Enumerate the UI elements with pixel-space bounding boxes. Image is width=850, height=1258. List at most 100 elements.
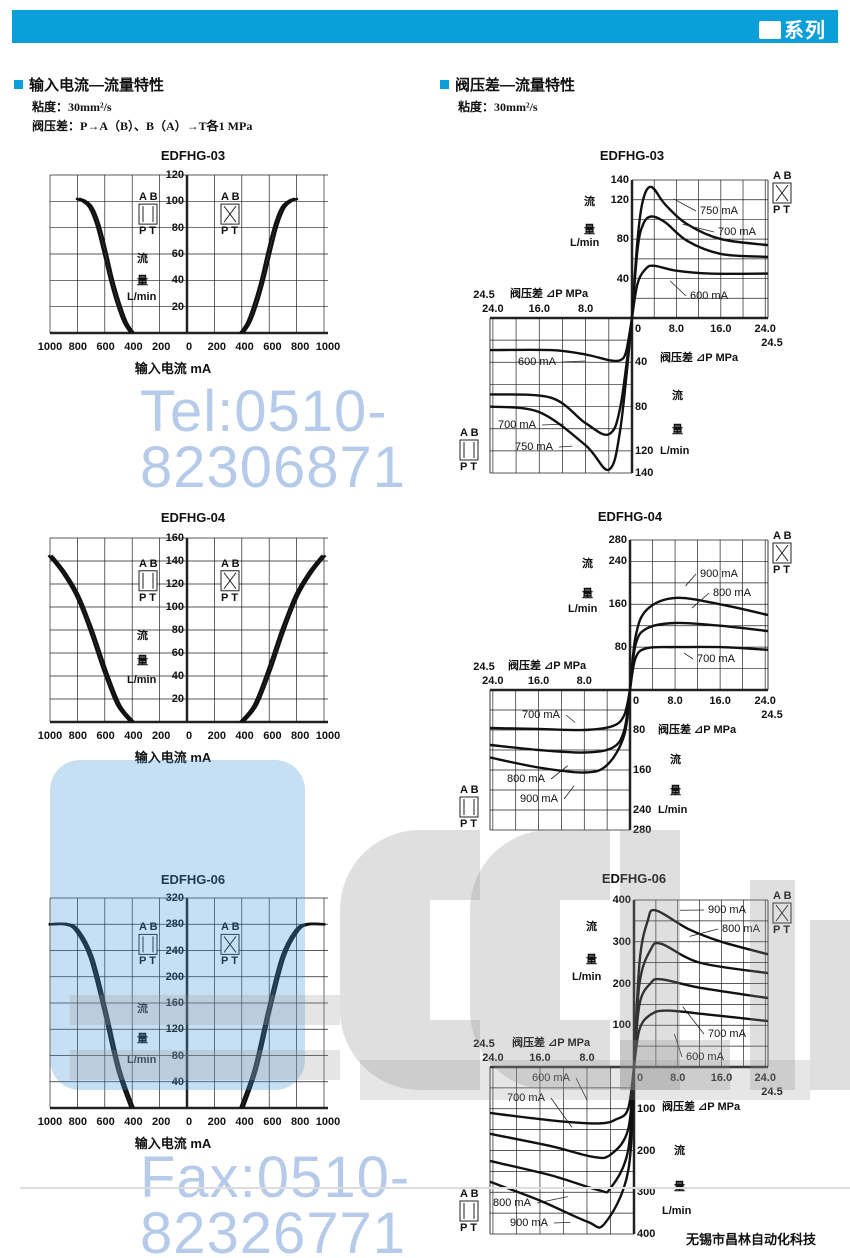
leader-line <box>558 445 573 448</box>
curve-label: 600 mA <box>690 290 728 302</box>
y-tick-label: 40 <box>171 1075 184 1088</box>
x-tick-label-end: 24.5 <box>761 1086 783 1098</box>
valve-symbol-right-arrow-icon <box>223 936 237 953</box>
x-tick-label: 24.0 <box>482 303 504 315</box>
y-axis-title: 量 <box>137 274 148 287</box>
x-tick-label: 24.0 <box>754 1072 776 1084</box>
y-axis-title: 量 <box>137 1032 148 1045</box>
x-tick-label: 0 <box>185 730 193 742</box>
y-axis-title: 流 <box>584 196 595 209</box>
curve-label: 800 mA <box>493 1197 531 1209</box>
right-section-title-text: 阀压差—流量特性 <box>455 77 576 94</box>
x-tick-label: 600 <box>96 341 115 353</box>
x-tick-label: 16.0 <box>527 675 550 687</box>
y-tick-label-upper: 80 <box>614 641 627 654</box>
y-tick-label: 80 <box>171 221 184 234</box>
curve-600-mA <box>489 1066 636 1125</box>
valve-symbol-left-bottom-ports: P T <box>139 955 156 968</box>
x-tick-label: 800 <box>291 730 310 742</box>
leader-line <box>553 1221 571 1224</box>
y-tick-label: 80 <box>171 624 184 636</box>
series-title: 系列 <box>759 14 826 43</box>
y-tick-label-lower: 40 <box>635 356 648 369</box>
curve-right <box>242 554 327 723</box>
y-axis-title: 量 <box>586 954 597 967</box>
y-tick-label: 280 <box>165 918 184 931</box>
y-axis-unit: L/min <box>568 603 598 615</box>
x-tick-label: 24.0 <box>754 323 776 335</box>
y-axis-title: 量 <box>672 423 683 436</box>
valve-symbol-left-bottom-ports: P T <box>139 591 156 604</box>
y-tick-label: 160 <box>165 997 184 1009</box>
curve-label: 750 mA <box>515 441 553 453</box>
leader-line <box>550 765 568 780</box>
y-tick-label: 100 <box>165 601 184 613</box>
y-tick-label-lower: 120 <box>635 444 654 457</box>
x-tick-label: 16.0 <box>710 1072 733 1084</box>
curve-right <box>241 922 326 1109</box>
x-tick-label: 400 <box>124 730 143 742</box>
y-axis-unit: L/min <box>127 1053 157 1066</box>
y-axis-unit: L/min <box>658 804 688 817</box>
chart-title: EDFHG-04 <box>597 509 663 524</box>
x-tick-label: 600 <box>263 1116 282 1128</box>
leader-line <box>550 1097 573 1128</box>
x-tick-label: 1000 <box>315 1116 341 1128</box>
y-axis-title: 流 <box>137 252 148 265</box>
x-tick-label: 8.0 <box>667 695 683 707</box>
x-tick-label: 0 <box>636 1072 644 1084</box>
valve-symbol-left-top-ports: A B <box>139 557 158 570</box>
x-tick-label: 0 <box>185 341 193 353</box>
y-axis-title: 量 <box>584 223 595 236</box>
curve-700-mA <box>489 1066 636 1160</box>
curve-800-mA <box>628 621 769 691</box>
x-axis-title-upper: 阀压差 ⊿P MPa <box>510 288 589 300</box>
y-axis-title: 量 <box>670 784 681 797</box>
curve-label: 600 mA <box>518 356 556 368</box>
x-axis-title-upper: 阀压差 ⊿P MPa <box>512 1037 591 1049</box>
y-tick-label: 200 <box>165 970 184 983</box>
y-tick-label-upper: 300 <box>612 935 631 948</box>
valve-symbol-upper-bottom-ports: P T <box>773 924 790 936</box>
y-tick-label-upper: 80 <box>616 233 629 246</box>
y-tick-label: 60 <box>171 647 184 659</box>
y-tick-label-lower: 80 <box>633 724 646 736</box>
curve-label: 600 mA <box>532 1072 570 1084</box>
x-axis-title: 输入电流 mA <box>134 361 212 376</box>
x-tick-label: 0 <box>185 1116 193 1128</box>
valve-symbol-lower-bottom-ports: P T <box>460 818 477 830</box>
curve-900-mA <box>489 689 632 774</box>
y-axis-title: 流 <box>137 629 148 642</box>
x-tick-label: 1000 <box>37 341 63 353</box>
x-tick-label: 400 <box>235 1116 254 1128</box>
valve-symbol-right-top-ports: A B <box>221 191 240 204</box>
x-axis-title: 输入电流 mA <box>134 750 212 765</box>
leader-line <box>563 785 575 800</box>
x-tick-label: 1000 <box>315 730 341 742</box>
y-tick-label-lower: 200 <box>637 1144 656 1157</box>
x-axis-title-upper: 阀压差 ⊿P MPa <box>508 660 587 672</box>
valve-symbol-left-icon <box>138 933 158 955</box>
x-axis-title-lower: 阀压差 ⊿P MPa <box>658 724 737 736</box>
curve-left <box>75 197 132 334</box>
y-tick-label-upper: 240 <box>608 555 627 568</box>
curve-right <box>239 197 296 334</box>
valve-symbol-lower-icon <box>459 796 479 818</box>
x-tick-label: 8.0 <box>670 1072 686 1084</box>
y-axis-unit: L/min <box>127 290 157 303</box>
curve-label: 800 mA <box>713 587 751 599</box>
y-axis-unit: L/min <box>662 1204 692 1217</box>
y-axis-title: 流 <box>672 389 683 402</box>
right-viscosity: 粘度：30mm²/s <box>458 100 538 114</box>
x-axis-title-lower: 阀压差 ⊿P MPa <box>660 352 739 364</box>
curve-left <box>47 554 132 723</box>
y-tick-label-upper: 400 <box>612 894 631 906</box>
curve-750-mA <box>630 185 769 319</box>
y-tick-label-upper: 120 <box>610 193 629 206</box>
brand-logo-icon <box>759 21 781 39</box>
valve-symbol-right-top-ports: A B <box>221 557 240 570</box>
y-axis-unit: L/min <box>660 445 690 458</box>
leader-line <box>685 573 697 587</box>
y-tick-label-upper: 160 <box>608 598 627 611</box>
